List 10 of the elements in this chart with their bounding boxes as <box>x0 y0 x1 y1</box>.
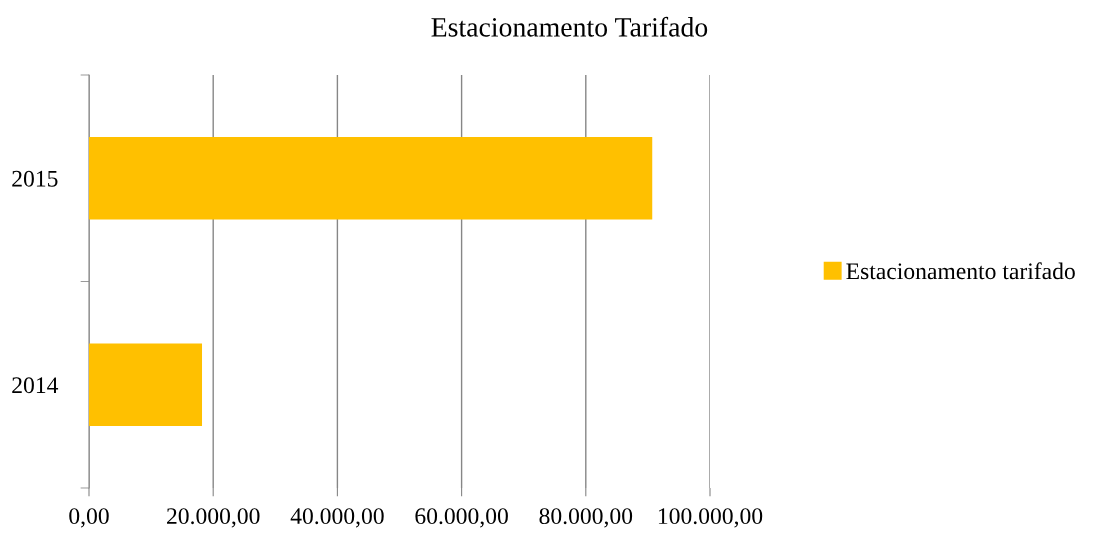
x-tick-label: 20.000,00 <box>167 508 260 528</box>
x-tick-label: 60.000,00 <box>415 508 508 528</box>
x-tick-label: 80.000,00 <box>539 508 633 528</box>
y-tick-label: 2014 <box>12 377 59 394</box>
legend-label: Estacionamento tarifado <box>846 262 1075 280</box>
y-tick-label: 2015 <box>12 170 58 187</box>
x-tick-label: 100.000,00 <box>658 508 763 528</box>
x-tick-label: 40.000,00 <box>290 508 384 528</box>
chart-title: Estacionamento Tarifado <box>431 16 708 37</box>
x-tick-label: 0,00 <box>69 508 109 528</box>
